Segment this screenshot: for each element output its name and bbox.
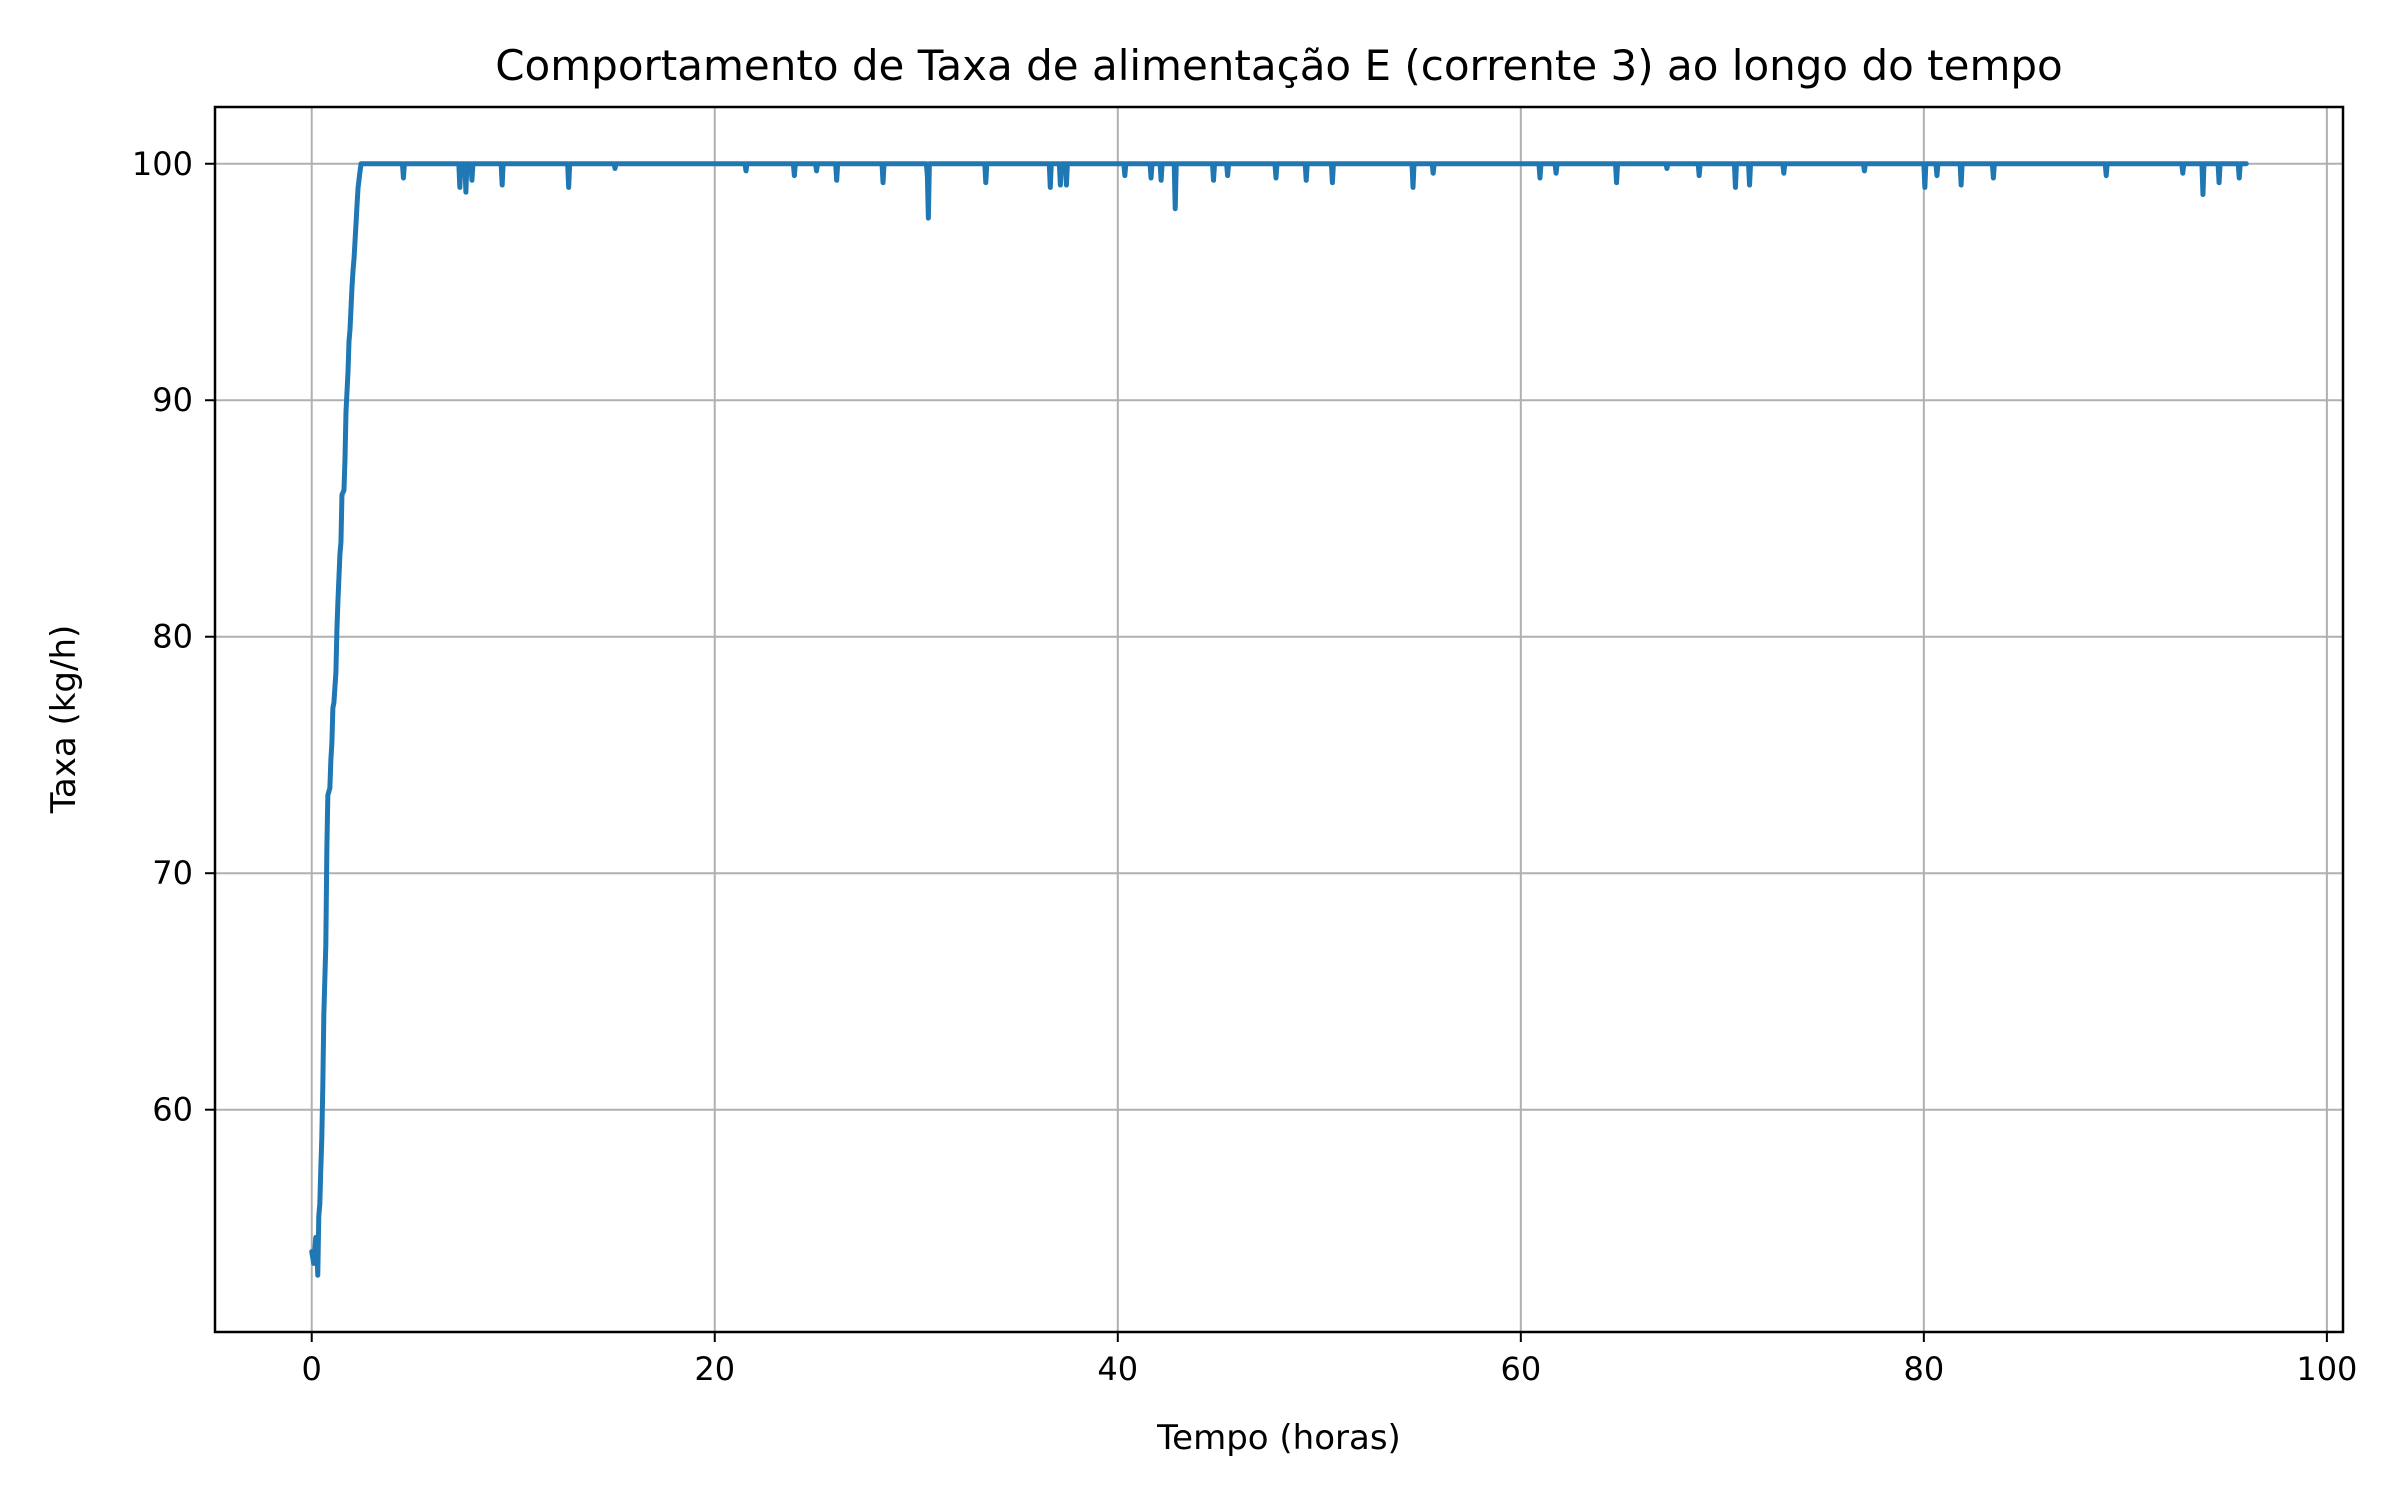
y-tick-label: 60 [152,1091,193,1129]
x-tick-label: 20 [694,1350,735,1388]
series-line [309,161,2249,1278]
x-tick-label: 100 [2296,1350,2357,1388]
plot-frame [213,105,2345,1334]
tick-layer: 0 20 40 60 80 100 60 70 80 90 100 [132,145,2357,1388]
y-tick-label: 80 [152,618,193,656]
series-layer [309,161,2249,1278]
x-tick-label: 40 [1097,1350,1138,1388]
x-tick-label: 80 [1903,1350,1944,1388]
y-tick-label: 90 [152,381,193,419]
x-axis-label: Tempo (horas) [1156,1418,1401,1458]
x-tick-label: 0 [302,1350,322,1388]
y-tick-label: 70 [152,854,193,892]
chart-title: Comportamento de Taxa de alimentação E (… [495,41,2063,90]
x-tick-label: 60 [1500,1350,1541,1388]
y-axis-label: Taxa (kg/h) [44,625,84,815]
y-tick-label: 100 [132,145,193,183]
